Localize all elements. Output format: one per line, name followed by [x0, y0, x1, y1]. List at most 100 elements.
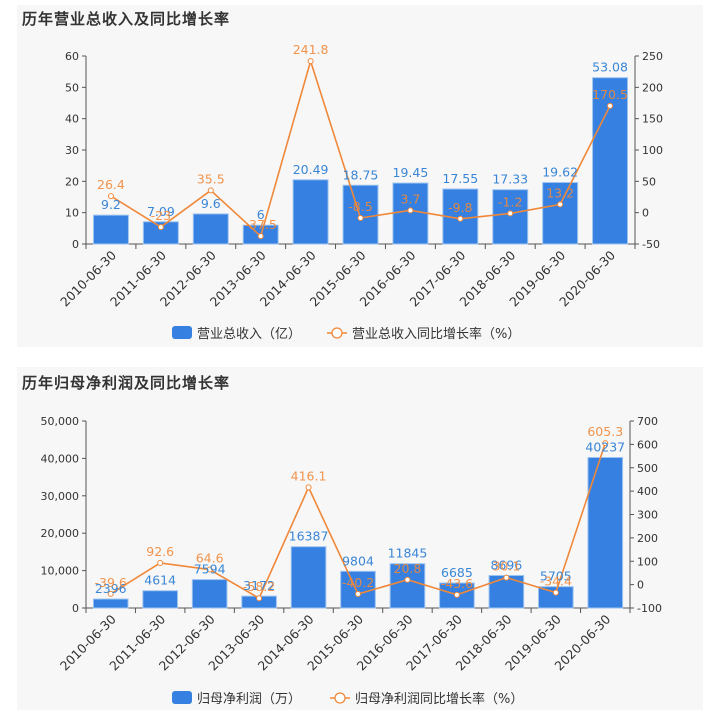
bar[interactable]	[542, 182, 579, 245]
right-axis-tick: 500	[637, 462, 658, 475]
growth-point[interactable]	[607, 102, 614, 109]
bar-value-label: 9.6	[201, 196, 221, 211]
bar-value-label: 9.2	[101, 197, 121, 212]
right-axis-tick: 200	[637, 532, 658, 545]
left-axis-tick: 40	[65, 113, 79, 126]
growth-value-label: 30.1	[492, 559, 520, 574]
growth-point[interactable]	[552, 589, 559, 596]
bar[interactable]	[191, 579, 228, 609]
right-axis-tick: 300	[637, 509, 658, 522]
left-axis-tick: 10	[65, 207, 79, 220]
bar[interactable]	[290, 546, 327, 609]
legend-bar-label[interactable]: 归母净利润（万）	[197, 692, 301, 707]
bar[interactable]	[592, 77, 629, 245]
bar-value-label: 16387	[289, 529, 329, 544]
growth-point[interactable]	[157, 559, 164, 566]
bar-value-label: 18.75	[343, 167, 379, 182]
bar-value-label: 53.08	[592, 60, 628, 75]
bar-value-label: 7.09	[147, 204, 175, 219]
right-axis-tick: 0	[642, 207, 649, 220]
bar[interactable]	[292, 179, 329, 245]
legend-line-label[interactable]: 营业总收入同比增长率（%）	[352, 326, 520, 342]
left-axis-tick: 30,000	[41, 490, 80, 503]
left-axis-tick: 20,000	[41, 527, 80, 540]
growth-value-label: 92.6	[146, 544, 174, 559]
growth-value-label: 416.1	[291, 468, 327, 483]
left-axis-tick: 0	[72, 238, 79, 251]
bar-value-label: 9804	[342, 553, 374, 568]
growth-point[interactable]	[355, 591, 361, 598]
growth-point[interactable]	[602, 440, 609, 447]
chart-title-profit: 历年归母净利润及同比增长率	[22, 374, 231, 392]
growth-value-label: -23	[151, 208, 171, 223]
growth-point[interactable]	[407, 207, 414, 214]
right-axis-tick: 250	[642, 50, 663, 63]
growth-point[interactable]	[107, 193, 114, 200]
growth-value-label: -37.5	[245, 217, 277, 232]
legend-line-label[interactable]: 归母净利润同比增长率（%）	[355, 691, 523, 707]
bar-value-label: 17.33	[492, 172, 528, 187]
legend-bar-label[interactable]: 营业总收入（亿）	[197, 327, 301, 342]
bar[interactable]	[192, 213, 229, 245]
legend-bar-swatch[interactable]	[172, 326, 192, 339]
growth-point[interactable]	[457, 215, 464, 222]
bar[interactable]	[587, 457, 624, 609]
bar[interactable]	[340, 570, 376, 609]
legend: 归母净利润（万） 归母净利润同比增长率（%）	[172, 691, 523, 707]
growth-point[interactable]	[503, 574, 510, 581]
growth-point[interactable]	[557, 201, 564, 208]
bar[interactable]	[92, 214, 129, 245]
bar[interactable]	[342, 184, 379, 245]
right-axis-tick: 100	[637, 555, 658, 568]
right-axis-tick: 100	[642, 144, 663, 157]
right-axis-tick: -50	[642, 238, 660, 251]
bar-value-label: 7594	[194, 562, 226, 577]
bar[interactable]	[392, 182, 429, 245]
bar[interactable]	[389, 563, 426, 609]
bar[interactable]	[142, 590, 178, 609]
growth-point[interactable]	[404, 576, 411, 583]
bar[interactable]	[492, 189, 529, 245]
bar[interactable]	[142, 221, 179, 245]
growth-value-label: 26.4	[97, 177, 125, 192]
growth-point[interactable]	[257, 233, 264, 240]
bar-value-label: 4614	[144, 573, 176, 588]
growth-value-label: -8.5	[348, 199, 372, 214]
right-axis-tick: -100	[637, 602, 662, 615]
growth-value-label: -58.2	[243, 579, 275, 594]
growth-point[interactable]	[453, 591, 460, 598]
growth-value-label: 35.5	[197, 171, 225, 186]
bar-value-label: 3172	[243, 578, 275, 593]
left-axis-tick: 10,000	[41, 565, 80, 578]
bar-value-label: 19.62	[542, 165, 578, 180]
left-axis-tick: 50,000	[41, 415, 80, 428]
legend-bar-swatch[interactable]	[172, 691, 192, 704]
bar[interactable]	[538, 586, 574, 609]
bar-value-label: 5705	[540, 569, 572, 584]
growth-value-label: 170.5	[592, 87, 628, 102]
growth-point[interactable]	[157, 224, 164, 231]
growth-value-label: 20.8	[394, 561, 422, 576]
right-axis-tick: 200	[642, 81, 663, 94]
bar-value-label: 40237	[585, 440, 625, 455]
growth-point[interactable]	[206, 566, 213, 573]
left-axis-tick: 0	[72, 602, 79, 615]
growth-point[interactable]	[107, 590, 114, 597]
revenue-chart: 0 10 20 30 40 50 60 -50 0 50 100 150 200 250 9.2 7.09 9.…	[57, 42, 663, 342]
right-axis-tick: 600	[637, 438, 658, 451]
growth-value-label: 3.7	[400, 191, 420, 206]
growth-point[interactable]	[307, 58, 314, 65]
bar-value-label: 20.49	[293, 162, 329, 177]
chart-panel-revenue	[17, 5, 703, 347]
left-axis-tick: 30	[65, 144, 79, 157]
growth-value-label: -39.6	[95, 575, 127, 590]
growth-point[interactable]	[305, 484, 312, 491]
bar-value-label: 11845	[388, 546, 428, 561]
left-axis-tick: 60	[65, 50, 79, 63]
growth-value-label: -40.2	[342, 575, 374, 590]
growth-point[interactable]	[357, 214, 364, 221]
bar[interactable]	[92, 598, 129, 609]
growth-point[interactable]	[256, 595, 263, 602]
growth-point[interactable]	[507, 210, 514, 217]
growth-point[interactable]	[207, 187, 214, 194]
